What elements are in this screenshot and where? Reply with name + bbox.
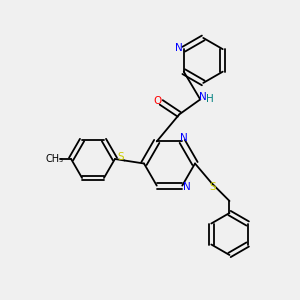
Text: N: N (183, 182, 190, 192)
Text: S: S (118, 152, 124, 162)
Text: N: N (175, 43, 183, 53)
Text: N: N (180, 133, 188, 143)
Text: H: H (206, 94, 214, 104)
Text: O: O (154, 96, 162, 106)
Text: CH₃: CH₃ (45, 154, 63, 164)
Text: S: S (210, 182, 216, 192)
Text: N: N (199, 92, 206, 102)
